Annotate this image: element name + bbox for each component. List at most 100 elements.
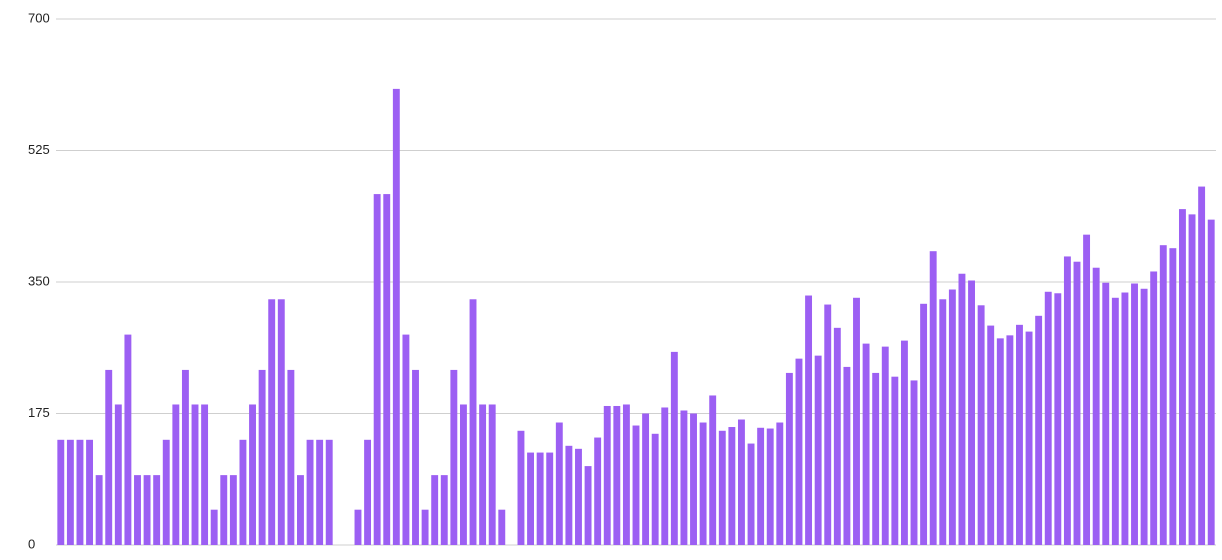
- bar: [1063, 256, 1071, 545]
- y-tick-label: 0: [28, 536, 35, 551]
- bar: [1169, 248, 1177, 545]
- bar: [613, 405, 621, 545]
- bar: [517, 430, 525, 545]
- bar: [632, 425, 640, 545]
- bar: [670, 351, 678, 545]
- bar: [229, 475, 237, 545]
- bar: [373, 194, 381, 545]
- bar: [86, 439, 94, 545]
- bar: [738, 419, 745, 545]
- bar: [1016, 324, 1023, 545]
- bar: [939, 299, 947, 545]
- bar: [95, 475, 103, 545]
- bar: [392, 88, 400, 545]
- bar: [575, 448, 582, 545]
- bar: [651, 433, 659, 545]
- bar: [1044, 291, 1052, 545]
- bar: [546, 452, 554, 545]
- bar: [948, 289, 956, 545]
- bar: [728, 427, 736, 545]
- bar: [181, 369, 189, 545]
- bar: [354, 509, 362, 545]
- bar: [134, 475, 141, 545]
- bar: [709, 395, 717, 545]
- bar: [76, 439, 84, 545]
- bar: [853, 297, 860, 545]
- bar: [220, 475, 228, 545]
- bar: [1207, 219, 1215, 546]
- bar: [891, 376, 899, 545]
- bar: [440, 475, 448, 545]
- bar: [105, 369, 113, 545]
- bar: [958, 273, 966, 545]
- bar: [987, 325, 995, 545]
- bar: [1121, 292, 1129, 545]
- bar: [412, 369, 419, 545]
- bar: [785, 372, 793, 545]
- bar: [584, 466, 592, 545]
- bar: [191, 404, 199, 545]
- bar: [316, 439, 324, 545]
- bar: [929, 251, 937, 546]
- bar: [843, 366, 851, 545]
- bar: [1054, 293, 1062, 545]
- bar: [210, 509, 218, 545]
- bar: [824, 304, 832, 545]
- bar: [1159, 245, 1167, 545]
- bar: [661, 407, 669, 545]
- bar: [1035, 315, 1043, 545]
- bar: [622, 404, 630, 545]
- bar: [977, 305, 985, 545]
- bar: [680, 410, 688, 545]
- bar: [872, 372, 880, 545]
- bar: [766, 428, 774, 545]
- bar: [814, 355, 822, 545]
- bar: [459, 404, 467, 545]
- bar: [747, 443, 755, 545]
- bar: [172, 404, 180, 545]
- bar: [900, 340, 908, 545]
- bar: [201, 404, 209, 545]
- y-tick-label: 525: [28, 142, 50, 157]
- bar: [402, 334, 410, 545]
- bar: [364, 439, 372, 545]
- bar: [536, 452, 544, 545]
- y-tick-label: 350: [28, 273, 50, 288]
- bar: [555, 422, 563, 545]
- bar: [795, 358, 803, 545]
- bar: [488, 404, 496, 545]
- bar: [450, 369, 458, 545]
- bar: [325, 439, 333, 545]
- bar: [1188, 214, 1196, 545]
- bar: [153, 475, 161, 545]
- bar: [690, 413, 697, 545]
- bar: [479, 404, 487, 545]
- bar: [114, 404, 122, 545]
- bar: [239, 439, 247, 545]
- bar: [1198, 186, 1206, 545]
- bar: [603, 405, 611, 545]
- bar: [124, 334, 132, 545]
- bar: [920, 303, 928, 545]
- bar: [1150, 271, 1158, 545]
- bar: [383, 194, 391, 545]
- bar: [66, 439, 74, 545]
- bar: [287, 369, 295, 545]
- bar: [1131, 283, 1138, 545]
- bar: [469, 299, 477, 545]
- bar: [910, 380, 918, 545]
- bar: [268, 299, 276, 545]
- bar: [757, 427, 765, 545]
- bar: [1006, 335, 1014, 545]
- bar: [1073, 261, 1081, 545]
- y-tick-label: 700: [28, 10, 50, 25]
- bar: [699, 422, 707, 545]
- bar: [776, 422, 784, 545]
- bar: [996, 338, 1004, 545]
- bar: [805, 295, 813, 545]
- bar: [1140, 288, 1148, 545]
- bar: [421, 509, 429, 545]
- bar: [833, 327, 841, 545]
- bar: [1102, 282, 1110, 545]
- bar: [718, 430, 726, 545]
